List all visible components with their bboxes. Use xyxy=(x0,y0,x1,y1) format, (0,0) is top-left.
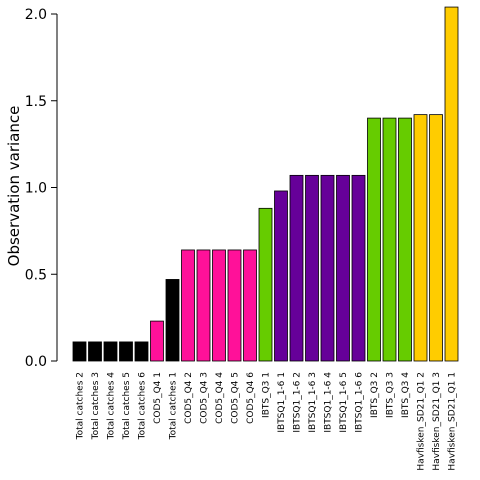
bar xyxy=(382,117,397,362)
y-tick-label: 0.5 xyxy=(25,267,47,283)
x-tick-label: COD5_Q4 1 xyxy=(153,372,163,424)
bar xyxy=(243,249,257,362)
bars-layer xyxy=(72,6,459,362)
x-tick-label: COD5_Q4 5 xyxy=(231,372,241,424)
bar xyxy=(413,114,428,362)
bar xyxy=(88,341,102,362)
bar xyxy=(305,174,319,362)
x-tick-label: Havfisken_SD21_Q1 2 xyxy=(417,372,427,471)
x-tick-label: IBTS_Q3 4 xyxy=(401,372,411,418)
x-tick-label: Total catches 2 xyxy=(76,372,86,440)
bar xyxy=(289,174,304,362)
y-tick-label: 1.0 xyxy=(25,181,47,197)
x-tick-label: Total catches 5 xyxy=(122,372,132,440)
x-tick-label: Havfisken_SD21_Q1 3 xyxy=(432,372,442,471)
bar xyxy=(165,279,180,362)
x-tick-labels: Total catches 2 Total catches 3 Total catc… xyxy=(76,372,458,471)
y-ticks: 0.0 0.5 1.0 1.5 2.0 xyxy=(25,7,57,370)
x-tick-label: IBTSQ1_1-6 4 xyxy=(324,372,334,433)
bar xyxy=(444,6,459,362)
x-tick-label: IBTSQ1_1-6 1 xyxy=(277,372,287,433)
x-tick-label: COD5_Q4 3 xyxy=(200,372,210,424)
x-tick-label: IBTSQ1_1-6 3 xyxy=(308,372,318,433)
x-tick-label: Havfisken_SD21_Q1 1 xyxy=(448,372,458,471)
bar xyxy=(150,320,164,362)
x-tick-label: IBTS_Q3 1 xyxy=(262,372,272,418)
x-tick-label: IBTSQ1_1-6 2 xyxy=(293,372,303,433)
y-tick-label: 0.0 xyxy=(25,354,47,370)
y-axis-title: Observation variance xyxy=(5,106,23,267)
bar xyxy=(429,114,443,362)
x-tick-label: IBTSQ1_1-6 5 xyxy=(339,372,349,433)
x-tick-label: Total catches 1 xyxy=(169,372,179,440)
x-tick-label: IBTS_Q3 3 xyxy=(386,372,396,418)
bar xyxy=(336,174,350,362)
bar xyxy=(134,341,149,362)
x-tick-label: Total catches 4 xyxy=(107,372,117,441)
bar xyxy=(103,341,118,362)
bar xyxy=(196,249,211,362)
bar xyxy=(72,341,87,362)
bar xyxy=(351,174,366,362)
bar xyxy=(274,190,288,362)
y-tick-label: 1.5 xyxy=(25,94,47,110)
bar xyxy=(181,249,195,362)
bar xyxy=(258,207,273,362)
x-tick-label: Total catches 3 xyxy=(91,372,101,440)
bar xyxy=(398,117,412,362)
x-tick-label: COD5_Q4 4 xyxy=(215,372,225,424)
bar xyxy=(320,174,335,362)
y-tick-label: 2.0 xyxy=(25,7,47,23)
x-tick-label: COD5_Q4 6 xyxy=(246,372,256,424)
x-tick-label: COD5_Q4 2 xyxy=(184,372,194,424)
bar xyxy=(119,341,133,362)
bar xyxy=(367,117,381,362)
x-tick-label: Total catches 6 xyxy=(138,372,148,441)
bar xyxy=(227,249,242,362)
bar xyxy=(212,249,226,362)
x-tick-label: IBTS_Q3 2 xyxy=(370,372,380,418)
x-tick-label: IBTSQ1_1-6 6 xyxy=(355,372,365,433)
